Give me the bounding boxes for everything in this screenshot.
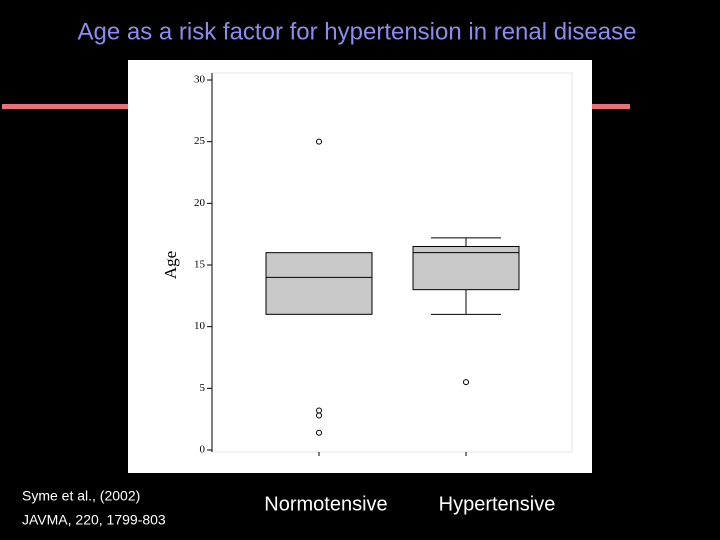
y-tick-label: 20 — [194, 197, 206, 209]
y-tick-label: 10 — [194, 320, 206, 332]
citation: Syme et al., (2002) — [22, 488, 140, 504]
y-tick-label: 0 — [200, 444, 206, 456]
outlier — [316, 429, 322, 436]
citation: JAVMA, 220, 1799-803 — [22, 512, 166, 528]
y-tick-label: 30 — [194, 74, 206, 86]
x-tick-label: Hypertensive — [439, 493, 556, 515]
y-axis-label: Age — [161, 251, 180, 279]
y-tick-label: 25 — [194, 135, 206, 147]
outlier — [316, 412, 322, 419]
y-tick-label: 15 — [194, 259, 206, 271]
box — [412, 246, 520, 291]
x-tick-label: Normotensive — [264, 493, 387, 515]
outlier — [316, 138, 322, 145]
box — [265, 252, 373, 315]
outlier — [463, 379, 469, 386]
y-tick-label: 5 — [200, 382, 206, 394]
slide-title: Age as a risk factor for hypertension in… — [78, 18, 637, 45]
